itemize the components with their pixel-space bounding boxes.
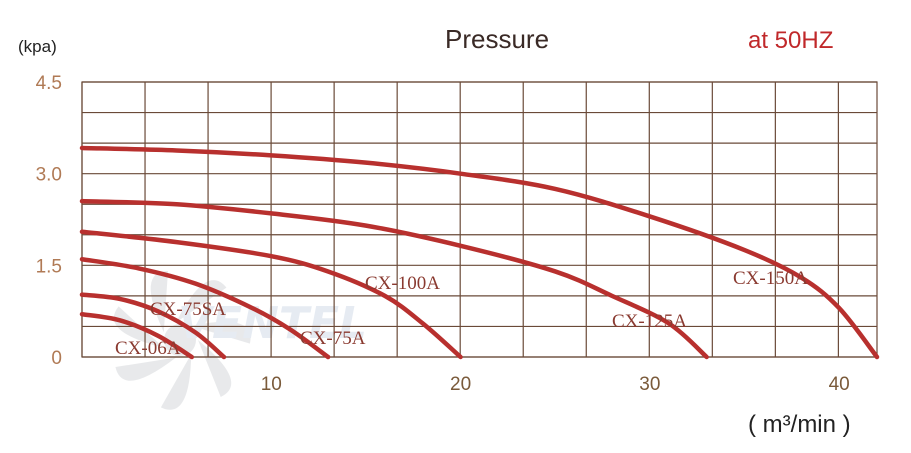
series-cx-06a	[79, 311, 195, 360]
grid	[81, 81, 878, 358]
curve-labels: CX-150A CX-125A CX-100A CX-75A CX-75SA CX-06A	[115, 268, 808, 359]
x-axis-label: ( m³/min )	[748, 411, 851, 438]
tick-labels: 0 1.5 3.0 4.5 10 20 30 40	[36, 73, 850, 395]
y-tick-label: 3.0	[36, 165, 62, 186]
y-tick-label: 1.5	[36, 256, 62, 277]
series-label-cx-75a: CX-75A	[300, 328, 366, 349]
watermark-text: VENTEL	[178, 298, 367, 349]
series-cx-75a	[79, 256, 331, 360]
x-tick-label: 20	[450, 374, 471, 395]
curves	[79, 145, 880, 360]
series-label-cx-100a: CX-100A	[365, 273, 440, 294]
y-tick-label: 0	[51, 348, 62, 369]
fan-blade	[160, 354, 192, 410]
fan-blade	[115, 357, 176, 381]
fan-blade	[191, 321, 251, 344]
series-label-cx-150a: CX-150A	[733, 268, 808, 289]
fan-hub	[164, 324, 196, 356]
series-cx-100a	[79, 229, 463, 360]
fan-blade	[150, 271, 169, 333]
x-tick-label: 30	[639, 374, 660, 395]
frequency-note: at 50HZ	[748, 27, 833, 54]
x-tick-label: 40	[829, 374, 850, 395]
ventel-watermark: VENTEL	[113, 271, 367, 410]
series-cx-75sa	[79, 292, 227, 360]
series-cx-150a	[79, 145, 880, 360]
series-cx-125a	[79, 198, 709, 360]
series-label-cx-125a: CX-125A	[612, 311, 687, 332]
series-label-cx-06a: CX-06A	[115, 338, 181, 359]
fan-blade	[198, 340, 232, 397]
x-tick-label: 10	[261, 374, 282, 395]
y-tick-label: 4.5	[36, 73, 62, 94]
chart-title: Pressure	[445, 24, 549, 54]
y-axis-label: (kpa)	[18, 37, 57, 56]
series-label-cx-75sa: CX-75SA	[150, 299, 226, 320]
